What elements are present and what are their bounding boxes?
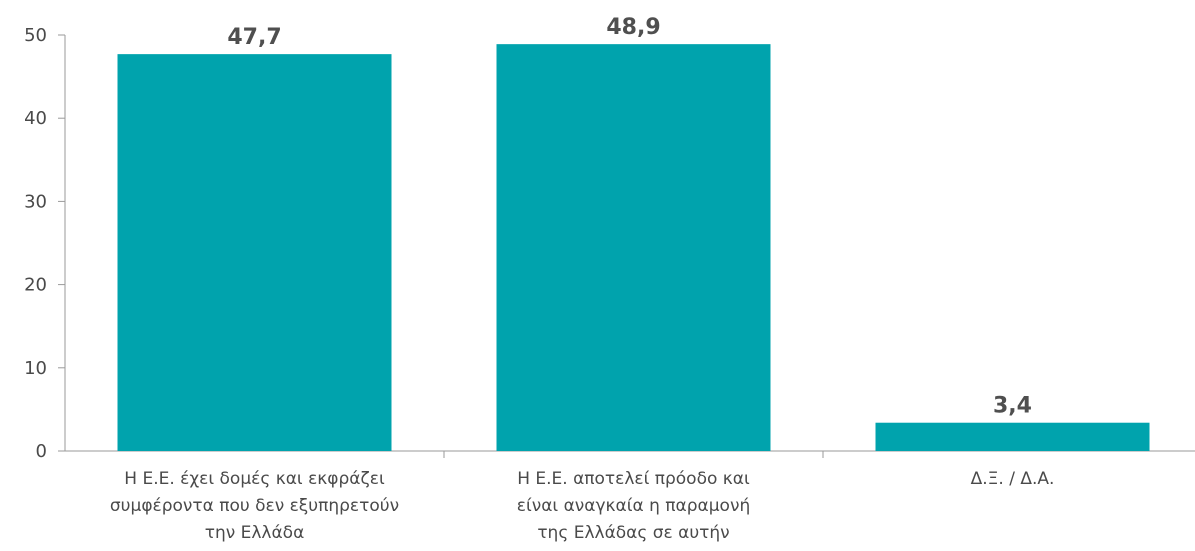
category-label: της Ελλάδας σε αυτήν <box>537 523 729 543</box>
bar <box>875 422 1150 451</box>
category-label: Δ.Ξ. / Δ.Α. <box>971 469 1055 489</box>
category-label: την Ελλάδα <box>205 523 305 543</box>
data-label: 3,4 <box>993 394 1032 419</box>
y-tick-label: 20 <box>24 275 47 296</box>
y-tick-label: 30 <box>24 191 47 212</box>
y-tick-label: 10 <box>24 358 47 379</box>
y-tick-label: 0 <box>36 441 47 462</box>
bar <box>117 54 392 452</box>
bar <box>496 44 771 451</box>
y-tick-label: 40 <box>24 108 47 129</box>
category-label: είναι αναγκαία η παραμονή <box>517 496 750 516</box>
data-label: 47,7 <box>227 25 281 50</box>
y-tick-label: 50 <box>24 25 47 46</box>
category-label: συμφέροντα που δεν εξυπηρετούν <box>110 496 399 516</box>
data-label: 48,9 <box>606 15 660 40</box>
category-label: Η Ε.Ε. έχει δομές και εκφράζει <box>124 469 385 489</box>
category-label: Η Ε.Ε. αποτελεί πρόοδο και <box>517 469 750 489</box>
